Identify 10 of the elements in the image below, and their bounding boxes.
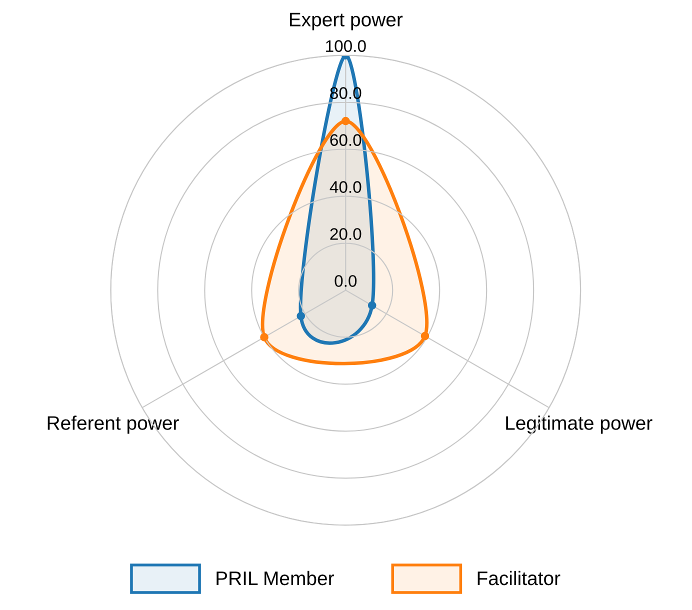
y-tick-label: 100.0 [326,40,366,52]
spoke-label: Legitimate power [506,416,652,434]
y-tick-label: 40.0 [330,181,362,193]
legend-label: Facilitator [478,570,560,586]
y-tick-label: 0.0 [334,275,357,287]
legend-label: PRIL Member [216,570,334,586]
y-tick-label: 60.0 [330,134,362,146]
spoke-label: Referent power [48,416,179,434]
y-tick-label: 20.0 [330,228,362,240]
spoke-label: Expert power [290,12,403,30]
